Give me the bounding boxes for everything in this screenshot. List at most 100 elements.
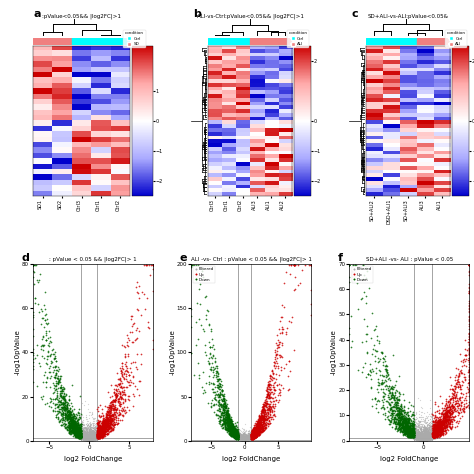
- Point: [435, 426, 442, 434]
- Point: [419, 437, 427, 444]
- Point: [423, 435, 431, 443]
- Point: [237, 431, 245, 439]
- Point: [457, 368, 465, 375]
- Point: [73, 425, 80, 432]
- Point: [79, 433, 86, 440]
- Point: [64, 415, 72, 423]
- Point: [213, 368, 220, 376]
- Point: [392, 401, 400, 408]
- Point: [426, 434, 433, 442]
- Point: [71, 430, 79, 438]
- Point: [437, 428, 445, 436]
- Point: [233, 430, 240, 438]
- Point: [247, 430, 255, 438]
- Point: [420, 435, 428, 443]
- Point: [424, 436, 432, 443]
- Point: [215, 382, 222, 389]
- Point: [420, 433, 428, 440]
- Point: [31, 262, 38, 269]
- Point: [237, 434, 245, 442]
- Point: [424, 432, 431, 440]
- Point: [57, 383, 65, 391]
- Point: [84, 436, 91, 444]
- Point: [231, 429, 239, 437]
- Point: [248, 432, 255, 439]
- Point: [417, 434, 425, 442]
- Point: [412, 420, 419, 428]
- Point: [241, 435, 248, 443]
- Point: [211, 394, 219, 401]
- Point: [95, 431, 103, 439]
- Point: [244, 436, 251, 443]
- Point: [419, 430, 427, 438]
- Point: [80, 430, 88, 438]
- Point: [61, 407, 69, 414]
- Point: [421, 435, 428, 442]
- Point: [239, 436, 247, 443]
- Point: [246, 433, 254, 440]
- Point: [239, 435, 246, 443]
- Point: [238, 432, 246, 439]
- Point: [85, 434, 93, 442]
- Point: [412, 429, 419, 437]
- Point: [245, 434, 252, 441]
- Point: [430, 432, 438, 439]
- Point: [232, 432, 239, 439]
- Point: [349, 262, 357, 269]
- Point: [75, 432, 83, 439]
- Point: [99, 429, 106, 437]
- Point: [91, 433, 99, 440]
- Point: [413, 428, 420, 436]
- Point: [247, 436, 255, 443]
- Point: [377, 404, 385, 411]
- Point: [431, 433, 438, 440]
- Point: [84, 431, 92, 439]
- Point: [82, 435, 90, 442]
- Point: [411, 429, 419, 437]
- Point: [101, 402, 109, 410]
- Point: [54, 396, 62, 403]
- Point: [426, 432, 433, 440]
- Point: [32, 299, 39, 307]
- Point: [409, 430, 416, 438]
- Point: [83, 434, 91, 441]
- Point: [422, 436, 430, 443]
- Point: [78, 430, 85, 438]
- Point: [85, 436, 93, 444]
- Point: [90, 431, 98, 439]
- Point: [121, 367, 128, 374]
- Point: [83, 435, 91, 442]
- Point: [90, 436, 97, 444]
- Point: [233, 432, 241, 439]
- Point: [69, 428, 77, 436]
- Point: [237, 435, 244, 442]
- Point: [240, 437, 247, 444]
- Point: [84, 434, 91, 442]
- Point: [420, 425, 428, 432]
- Point: [96, 433, 103, 441]
- Point: [240, 435, 248, 442]
- Point: [438, 409, 446, 416]
- Point: [406, 425, 414, 432]
- Point: [88, 435, 96, 443]
- Point: [422, 436, 429, 443]
- Point: [82, 429, 89, 437]
- Point: [98, 425, 105, 433]
- Point: [70, 414, 78, 422]
- Point: [241, 436, 249, 444]
- Point: [102, 414, 110, 421]
- Point: [253, 426, 260, 434]
- Point: [261, 425, 268, 432]
- Point: [220, 418, 228, 426]
- Point: [100, 424, 108, 431]
- Point: [88, 431, 95, 438]
- Point: [420, 436, 428, 444]
- Point: [239, 435, 246, 443]
- Point: [78, 433, 86, 440]
- Point: [50, 355, 58, 362]
- Point: [243, 436, 251, 444]
- Point: [240, 434, 247, 441]
- Point: [241, 435, 249, 442]
- Point: [87, 431, 94, 439]
- Point: [98, 428, 106, 435]
